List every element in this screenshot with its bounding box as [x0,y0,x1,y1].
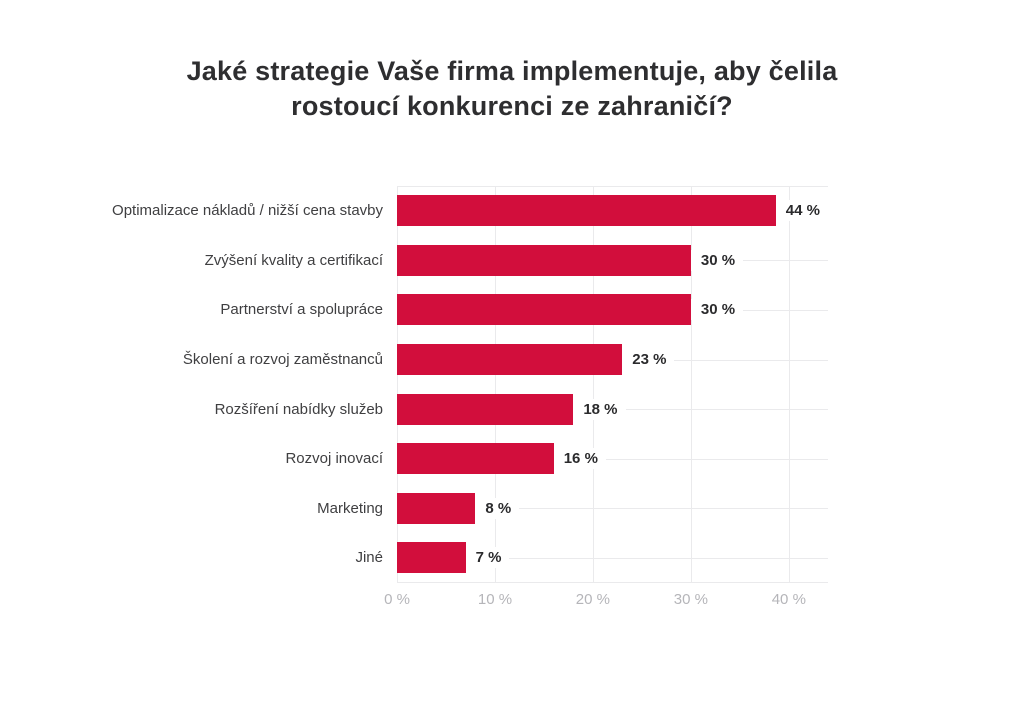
bar-track: 30 % [397,285,828,335]
bar [397,294,691,326]
category-label: Zvýšení kvality a certifikací [204,251,383,269]
value-label: 18 % [573,398,626,420]
bar [397,344,623,376]
x-gridline [690,187,692,582]
bar-track: 30 % [397,236,828,286]
bar [397,244,691,276]
bar-row: Rozšíření nabídky služeb 18 % [0,384,1024,434]
plot-grid [397,186,828,583]
value-label: 8 % [475,497,520,519]
value-label: 30 % [690,299,744,321]
category-label: Marketing [317,499,383,517]
value-label: 30 % [690,249,744,271]
chart-title-line1: Jaké strategie Vaše firma implementuje, … [186,56,838,86]
bar-row: Marketing 8 % [0,484,1024,534]
bar-row: Optimalizace nákladů / nižší cena stavby… [0,186,1024,236]
chart-title-line2: rostoucí konkurenci ze zahraničí? [291,91,733,122]
bar-track: 18 % [397,384,828,434]
value-label: 16 % [553,448,606,470]
bar-track: 23 % [397,335,828,385]
bar-row: Partnerství a spolupráce 30 % [0,285,1024,335]
x-tick-label: 0 % [384,591,410,608]
x-tick-label: 10 % [477,591,513,608]
bar [397,393,574,425]
bar-track: 8 % [397,484,828,534]
chart-title: Jaké strategie Vaše firma implementuje, … [0,54,1024,124]
x-gridline [592,187,594,582]
row-gridline [397,508,828,510]
x-gridline [494,187,496,582]
bar-track: 44 % [397,186,828,236]
category-label: Optimalizace nákladů / nižší cena stavby [112,202,383,220]
x-axis: 0 % 10 % 20 % 30 % 40 % [384,591,828,613]
bar-track: 7 % [397,533,828,583]
bar-row: Jiné 7 % [0,533,1024,583]
x-gridline [397,187,398,582]
value-label: 7 % [465,547,510,569]
value-label: 23 % [622,349,675,371]
bar [397,195,776,227]
bar [397,492,476,524]
bar-row: Rozvoj inovací 16 % [0,434,1024,484]
bar-row: Školení a rozvoj zaměstnanců 23 % [0,335,1024,385]
row-gridline [397,458,828,460]
category-label: Jiné [355,549,383,567]
bar [397,443,554,475]
value-label: 44 % [775,200,828,222]
bar-rows: Optimalizace nákladů / nižší cena stavby… [0,186,1024,583]
x-tick-label: 40 % [771,591,806,608]
category-label: Rozšíření nabídky služeb [214,400,383,418]
bar [397,542,466,574]
bar-row: Zvýšení kvality a certifikací 30 % [0,236,1024,286]
x-tick-label: 20 % [575,591,611,608]
x-gridline [788,187,790,582]
bar-track: 16 % [397,434,828,484]
category-label: Partnerství a spolupráce [220,301,383,319]
row-gridline [397,557,828,559]
x-tick-label: 30 % [673,591,708,608]
category-label: Školení a rozvoj zaměstnanců [182,351,383,369]
category-label: Rozvoj inovací [285,450,383,468]
